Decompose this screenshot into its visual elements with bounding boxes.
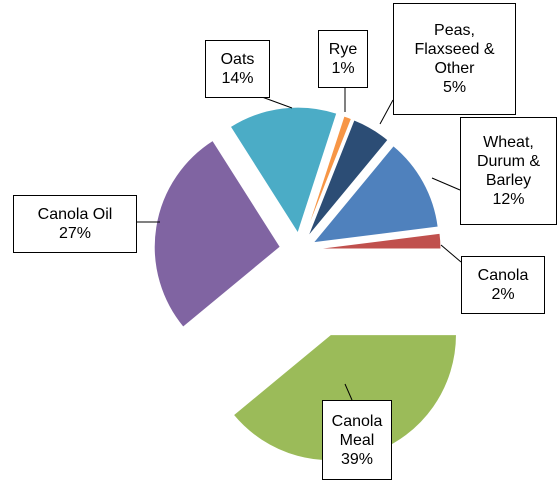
label-value: 39%: [340, 450, 374, 468]
label-name: Peas, Flaxseed & Other: [414, 22, 495, 77]
label-name: Rye: [328, 41, 358, 58]
label-value: 12%: [492, 191, 525, 208]
leader-line: [261, 96, 293, 109]
label-name: Canola: [477, 267, 529, 284]
label-name: Canola Oil: [37, 206, 113, 223]
label-value: 1%: [331, 60, 355, 77]
pie-slice: [314, 232, 442, 250]
leader-line: [431, 177, 461, 191]
pie-slice: [311, 144, 439, 244]
data-label: Peas, Flaxseed & Other 5%: [393, 3, 516, 115]
pie-slice: [229, 106, 338, 235]
data-label: Canola Meal 39%: [322, 400, 392, 480]
data-label: Oats 14%: [205, 40, 270, 98]
leader-line: [344, 383, 353, 401]
label-name: Canola Meal: [331, 412, 383, 449]
data-label: Canola 2%: [461, 256, 545, 314]
data-label: Canola Oil 27%: [13, 195, 137, 253]
data-label: Wheat, Durum & Barley 12%: [460, 117, 557, 225]
label-value: 14%: [221, 70, 254, 87]
label-value: 5%: [442, 79, 467, 96]
label-name: Wheat, Durum & Barley: [476, 134, 541, 189]
data-label: Rye 1%: [318, 30, 368, 88]
label-value: 2%: [491, 286, 515, 303]
pie-slice: [307, 119, 389, 238]
pie-slice: [304, 115, 353, 237]
leader-line: [379, 99, 394, 125]
pie-slice: [153, 139, 281, 328]
leader-line: [440, 244, 462, 263]
label-value: 27%: [58, 225, 92, 242]
label-name: Oats: [220, 51, 255, 68]
